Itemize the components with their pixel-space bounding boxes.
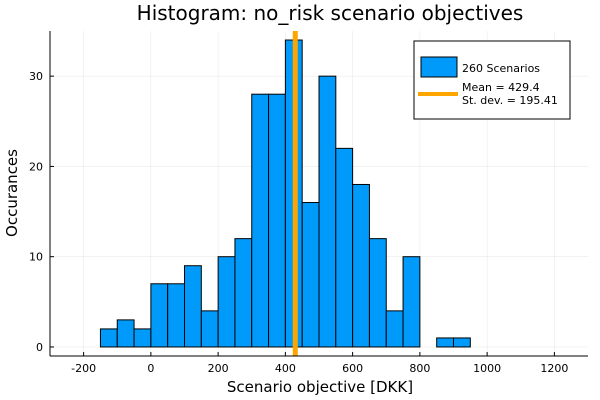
histogram-bar-20 bbox=[436, 337, 454, 348]
histogram-bar-9 bbox=[251, 93, 270, 348]
histogram-bar-7 bbox=[217, 256, 236, 348]
x-tick-label-2: 200 bbox=[208, 362, 229, 375]
histogram-bar-1 bbox=[116, 319, 135, 348]
x-tick-label-5: 800 bbox=[409, 362, 430, 375]
histogram-bar-12 bbox=[301, 202, 320, 348]
histogram-bar-18 bbox=[402, 256, 421, 348]
legend-label-scenarios: 260 Scenarios bbox=[462, 62, 540, 75]
legend-label-stdev: St. dev. = 195.41 bbox=[462, 94, 558, 107]
x-axis-label: Scenario objective [DKK] bbox=[227, 378, 413, 396]
x-tick-label-4: 600 bbox=[342, 362, 363, 375]
x-tick-label-7: 1200 bbox=[540, 362, 568, 375]
histogram-bar-5 bbox=[184, 265, 202, 348]
x-tick-label-1: 0 bbox=[147, 362, 154, 375]
x-tick-label-3: 400 bbox=[275, 362, 296, 375]
histogram-bar-6 bbox=[200, 310, 219, 348]
tick-labels: -200 0 200 400 600 800 1000 1200 0 10 20 30 bbox=[29, 70, 568, 375]
legend-label-mean: Mean = 429.4 bbox=[462, 81, 540, 94]
y-tick-label-2: 20 bbox=[29, 160, 43, 173]
histogram-bar-8 bbox=[234, 238, 253, 348]
legend: 260 Scenarios Mean = 429.4 St. dev. = 19… bbox=[413, 40, 571, 120]
y-tick-label-1: 10 bbox=[29, 251, 43, 264]
histogram-bar-15 bbox=[352, 183, 370, 348]
histogram-bar-2 bbox=[133, 328, 152, 348]
histogram-bar-13 bbox=[318, 75, 337, 348]
histogram-bar-21 bbox=[453, 337, 471, 348]
x-tick-label-0: -200 bbox=[71, 362, 96, 375]
histogram-bar-16 bbox=[368, 238, 387, 348]
histogram-bar-17 bbox=[385, 310, 404, 348]
histogram-bar-3 bbox=[150, 283, 169, 348]
histogram-bar-14 bbox=[335, 147, 354, 348]
y-tick-label-0: 0 bbox=[36, 341, 43, 354]
y-tick-label-3: 30 bbox=[29, 70, 43, 83]
legend-swatch-scenarios bbox=[420, 56, 458, 78]
legend-box bbox=[413, 40, 571, 120]
x-tick-label-6: 1000 bbox=[473, 362, 501, 375]
histogram-bar-10 bbox=[268, 93, 286, 348]
histogram-bar-0 bbox=[99, 328, 118, 348]
chart-title: Histogram: no_risk scenario objectives bbox=[137, 1, 524, 25]
y-axis-label: Occurances bbox=[3, 149, 21, 237]
axes bbox=[49, 31, 588, 357]
histogram-bar-4 bbox=[167, 283, 185, 348]
